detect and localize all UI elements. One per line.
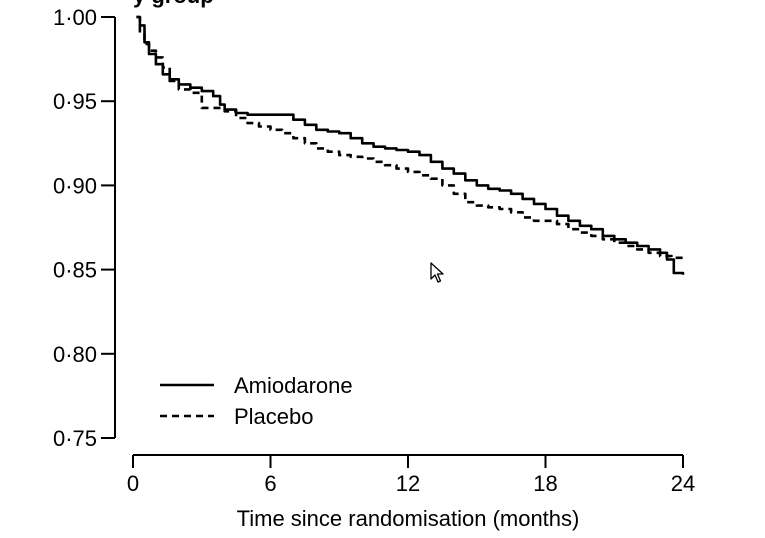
- y-axis: 0·75 0·80 0·85 0·90 0·95 1·00: [53, 5, 116, 451]
- x-tick-label: 12: [396, 471, 420, 496]
- x-tick-label: 18: [533, 471, 557, 496]
- legend-label-amiodarone: Amiodarone: [234, 373, 353, 398]
- series-layer: [136, 15, 685, 275]
- x-tick-label: 24: [671, 471, 695, 496]
- y-tick-label: 0·75: [53, 426, 97, 451]
- legend: Amiodarone Placebo: [160, 373, 353, 429]
- legend-label-placebo: Placebo: [234, 404, 314, 429]
- y-tick-label: 0·95: [53, 89, 97, 114]
- y-tick-label: 0·90: [53, 173, 97, 198]
- x-tick-label: 6: [264, 471, 276, 496]
- x-axis-title: Time since randomisation (months): [237, 506, 580, 531]
- chart-title-fragment: y group: [133, 0, 214, 8]
- series-line-amiodarone: [136, 15, 685, 275]
- mouse-pointer-icon: [430, 262, 446, 289]
- x-tick-label: 0: [127, 471, 139, 496]
- y-tick-label: 1·00: [53, 5, 97, 30]
- y-tick-label: 0·80: [53, 342, 97, 367]
- series-line-placebo: [136, 15, 685, 260]
- y-tick-label: 0·85: [53, 258, 97, 283]
- x-axis: 0 6 12 18 24: [127, 454, 695, 496]
